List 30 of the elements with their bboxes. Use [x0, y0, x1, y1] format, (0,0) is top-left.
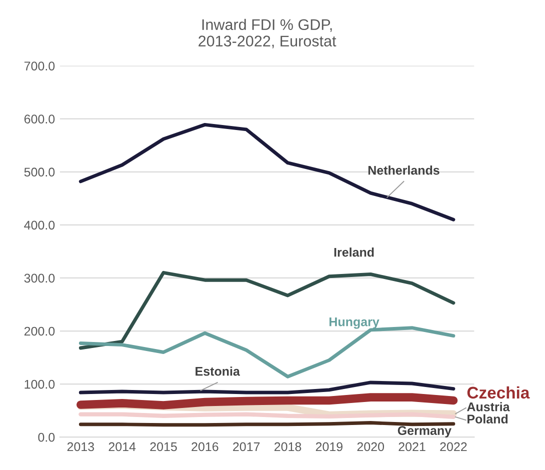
x-tick-label: 2022: [440, 442, 467, 452]
line-series: [78, 270, 456, 350]
x-tick-label: 2017: [233, 442, 260, 452]
y-tick-label: 700.0: [24, 62, 55, 70]
y-tick-label: 0.0: [38, 432, 55, 442]
y-tick-label: 100.0: [24, 380, 55, 389]
x-tick-label: 2014: [108, 442, 136, 452]
y-tick-label: 600.0: [24, 114, 55, 124]
line-series: [78, 380, 456, 394]
x-tick-label: 2015: [150, 442, 177, 452]
series-label: Hungary: [330, 318, 380, 329]
y-tick-label: 500.0: [24, 168, 55, 177]
series-label: Germany: [398, 426, 452, 438]
y-tick-label: 200.0: [24, 326, 55, 336]
series-label: Czechia: [467, 386, 530, 399]
x-tick-label: 2013: [67, 442, 94, 452]
x-tick-label: 2020: [357, 442, 384, 452]
y-tick-label: 400.0: [24, 220, 55, 230]
x-tick-label: 2016: [192, 442, 218, 452]
chart-title: Inward FDI % GDP, 2013-2022, Eurostat: [198, 18, 336, 48]
x-tick-label: 2019: [316, 442, 342, 452]
x-tick-label: 2021: [398, 442, 426, 452]
series-label: Austria: [467, 402, 510, 412]
x-tick-label: 2018: [274, 442, 302, 452]
series-label: Netherlands: [368, 166, 440, 175]
line-series: [78, 122, 456, 222]
series-label: Ireland: [334, 248, 374, 257]
series-label: Estonia: [196, 366, 240, 376]
y-tick-label: 300.0: [24, 274, 55, 283]
series-label: Poland: [468, 414, 508, 424]
